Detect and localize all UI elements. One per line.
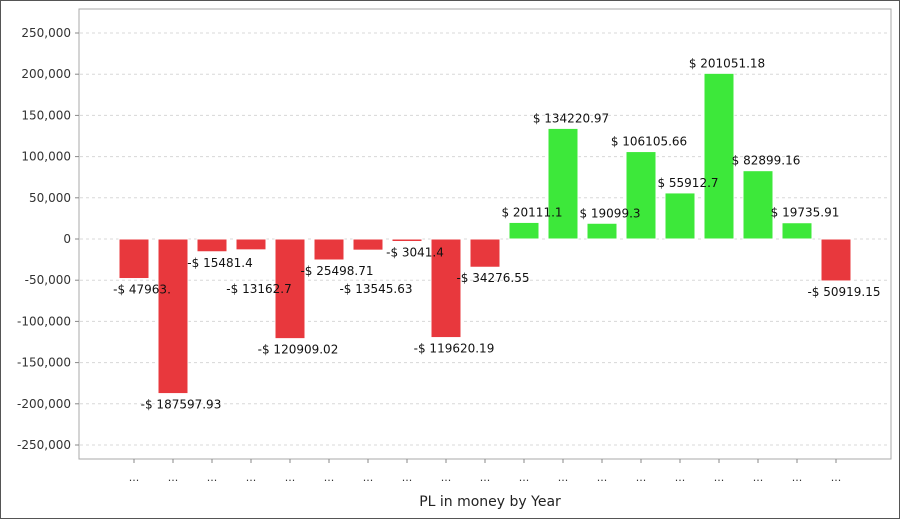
data-label: -$ 119620.19 xyxy=(414,342,495,356)
y-tick-label: -200,000 xyxy=(17,397,71,411)
x-tick-label: ... xyxy=(597,471,608,484)
x-tick-label: ... xyxy=(792,471,803,484)
data-label: -$ 50919.15 xyxy=(807,285,880,299)
x-tick-label: ... xyxy=(363,471,374,484)
bar xyxy=(742,170,774,240)
bar xyxy=(313,238,345,261)
data-label: $ 134220.97 xyxy=(533,111,609,125)
data-label: -$ 25498.71 xyxy=(300,264,373,278)
bar xyxy=(547,127,579,240)
bar xyxy=(391,238,423,243)
bar xyxy=(508,221,540,240)
x-axis-title: PL in money by Year xyxy=(419,494,561,510)
data-label: $ 106105.66 xyxy=(611,135,687,149)
bar xyxy=(664,192,696,240)
x-tick-label: ... xyxy=(636,471,647,484)
y-tick-label: -100,000 xyxy=(17,314,71,328)
y-tick-label: -250,000 xyxy=(17,438,71,452)
data-label: $ 82899.16 xyxy=(732,154,801,168)
data-label: -$ 47963. xyxy=(113,283,171,297)
data-label: -$ 120909.02 xyxy=(258,343,339,357)
x-tick-label: ... xyxy=(558,471,569,484)
bar xyxy=(469,238,501,268)
data-label: $ 19735.91 xyxy=(771,206,840,220)
x-tick-label: ... xyxy=(753,471,764,484)
data-label: -$ 187597.93 xyxy=(141,398,222,412)
bar xyxy=(625,151,657,240)
x-tick-label: ... xyxy=(714,471,725,484)
data-label: $ 19099.3 xyxy=(579,206,640,220)
x-tick-label: ... xyxy=(207,471,218,484)
y-tick-label: -150,000 xyxy=(17,356,71,370)
bar xyxy=(157,238,189,395)
x-tick-label: ... xyxy=(168,471,179,484)
y-tick-label: -50,000 xyxy=(25,273,71,287)
x-tick-label: ... xyxy=(246,471,257,484)
y-tick-label: 50,000 xyxy=(29,191,71,205)
bar xyxy=(274,238,306,340)
bar xyxy=(820,238,852,282)
bar xyxy=(430,238,462,339)
x-tick-label: ... xyxy=(831,471,842,484)
x-tick-label: ... xyxy=(285,471,296,484)
bar xyxy=(196,238,228,253)
bar xyxy=(586,222,618,240)
y-tick-label: 150,000 xyxy=(21,108,71,122)
y-tick-label: 100,000 xyxy=(21,150,71,164)
x-tick-label: ... xyxy=(441,471,452,484)
x-tick-label: ... xyxy=(480,471,491,484)
y-tick-label: 200,000 xyxy=(21,67,71,81)
y-tick-label: 0 xyxy=(63,232,71,246)
data-label: -$ 13162.7 xyxy=(226,282,291,296)
x-tick-label: ... xyxy=(324,471,335,484)
bar xyxy=(703,72,735,240)
data-label: -$ 34276.55 xyxy=(456,271,529,285)
x-tick-label: ... xyxy=(402,471,413,484)
data-label: -$ 13545.63 xyxy=(339,282,412,296)
data-label: $ 201051.18 xyxy=(689,56,765,70)
x-tick-label: ... xyxy=(675,471,686,484)
data-label: -$ 15481.4 xyxy=(187,256,252,270)
data-label: $ 20111.1 xyxy=(501,205,562,219)
data-label: -$ 3041.4 xyxy=(386,246,444,260)
bar xyxy=(352,238,384,251)
bar xyxy=(235,238,267,251)
data-label: $ 55912.7 xyxy=(657,176,718,190)
bar xyxy=(781,222,813,240)
x-tick-label: ... xyxy=(129,471,140,484)
bar xyxy=(118,238,150,280)
y-tick-label: 250,000 xyxy=(21,26,71,40)
x-tick-label: ... xyxy=(519,471,530,484)
